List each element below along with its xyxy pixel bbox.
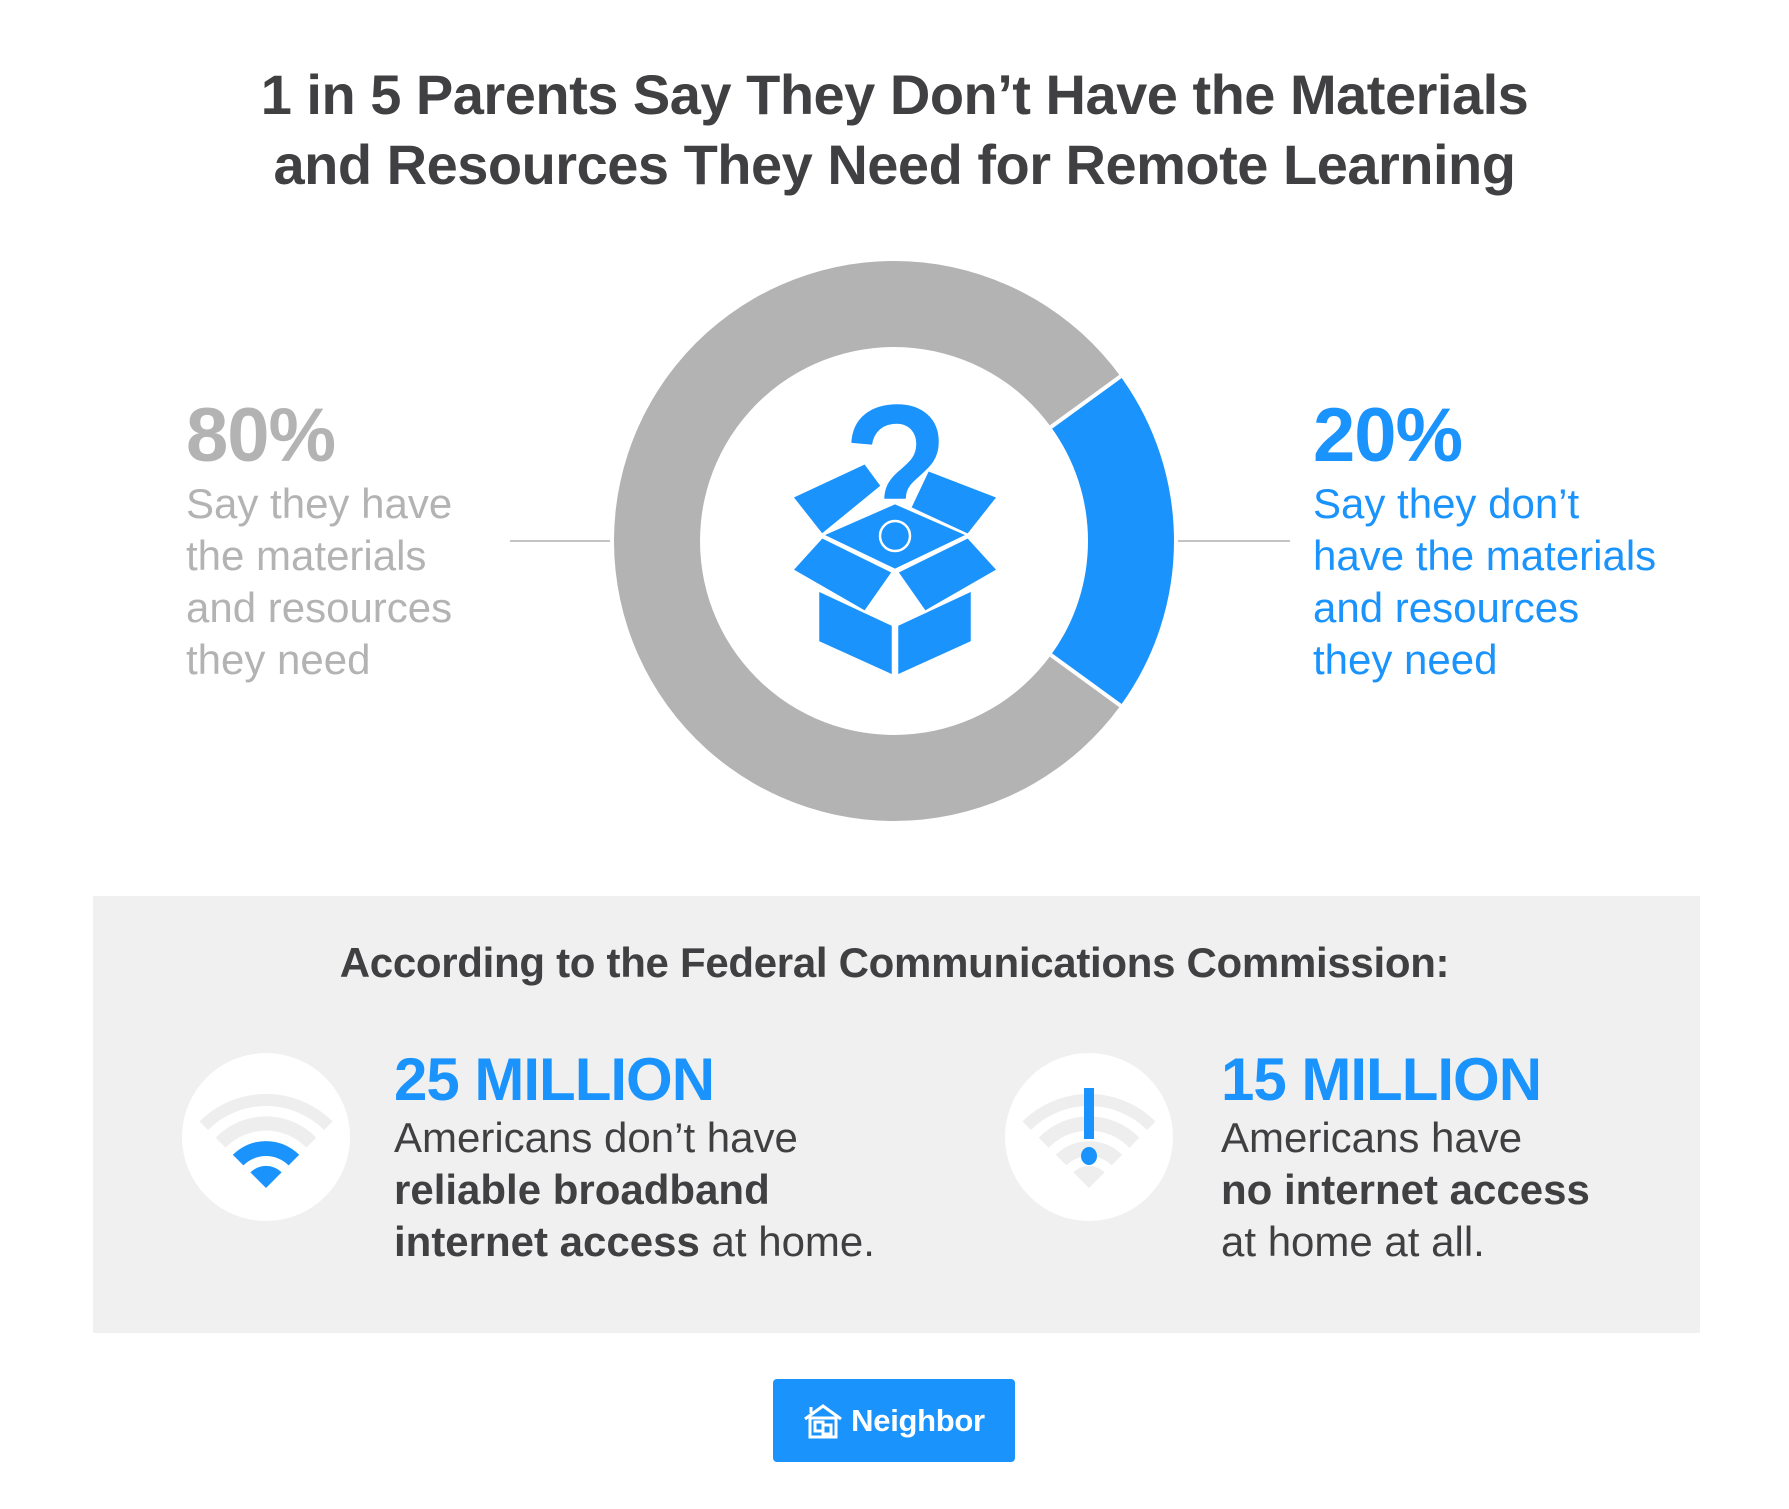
fcc-info-panel bbox=[93, 896, 1700, 1333]
stat-line: Americans have bbox=[1221, 1114, 1523, 1161]
alert-exclamation-bar bbox=[1084, 1088, 1094, 1139]
stat-line: and resources bbox=[1313, 584, 1580, 631]
stat-rest: at home. bbox=[699, 1218, 875, 1265]
donut-divider bbox=[1049, 653, 1122, 708]
stat-item-no-internet: 15 MILLION Americans have no internet ac… bbox=[1221, 1050, 1590, 1268]
open-box-question-icon bbox=[790, 401, 1000, 678]
donut-divider bbox=[1049, 374, 1122, 429]
stat-line-emphasis: reliable broadband bbox=[394, 1166, 770, 1213]
right-connector-line bbox=[1178, 540, 1290, 542]
stat-figure: 25 MILLION bbox=[394, 1046, 715, 1113]
stat-line: the materials bbox=[186, 532, 427, 579]
stat-line: they need bbox=[186, 636, 371, 683]
title-line-1: 1 in 5 Parents Say They Don’t Have the M… bbox=[260, 63, 1529, 126]
stat-have-materials: 80% Say they have the materials and reso… bbox=[186, 398, 516, 686]
stat-emphasis: internet access bbox=[394, 1218, 700, 1265]
stat-description: Say they have the materials and resource… bbox=[186, 478, 516, 686]
donut-segment-have bbox=[614, 261, 1121, 821]
stat-percent: 80% bbox=[186, 393, 336, 478]
donut-chart bbox=[614, 261, 1174, 821]
stat-line: they need bbox=[1313, 636, 1498, 683]
stat-line: and resources bbox=[186, 584, 453, 631]
title-line-2: and Resources They Need for Remote Learn… bbox=[273, 133, 1516, 196]
page-title: 1 in 5 Parents Say They Don’t Have the M… bbox=[0, 60, 1789, 200]
stat-line: Say they have bbox=[186, 480, 453, 527]
alert-exclamation-dot bbox=[1081, 1147, 1097, 1165]
stat-item-broadband: 25 MILLION Americans don’t have reliable… bbox=[394, 1050, 875, 1268]
stat-line: have the materials bbox=[1313, 532, 1657, 579]
left-connector-line bbox=[510, 540, 610, 542]
neighbor-logo[interactable]: Neighbor bbox=[773, 1379, 1015, 1462]
wifi-no-connection-alert-icon bbox=[1022, 1088, 1156, 1188]
fcc-heading: According to the Federal Communications … bbox=[339, 939, 1450, 986]
stat-description: Say they don’t have the materials and re… bbox=[1313, 478, 1733, 686]
wifi-weak-signal-icon bbox=[199, 1093, 333, 1188]
stat-figure: 15 MILLION bbox=[1221, 1046, 1542, 1113]
stat-line: Say they don’t bbox=[1313, 480, 1580, 527]
stat-line: internet access at home. bbox=[394, 1216, 875, 1268]
stat-dont-have-materials: 20% Say they don’t have the materials an… bbox=[1313, 398, 1733, 686]
no-internet-icon-circle bbox=[1005, 1053, 1173, 1221]
house-icon bbox=[804, 1403, 843, 1438]
stat-line: Americans don’t have bbox=[394, 1114, 798, 1161]
wifi-icon-circle bbox=[182, 1053, 350, 1221]
stat-line-emphasis: no internet access bbox=[1221, 1166, 1590, 1213]
stat-line: at home at all. bbox=[1221, 1218, 1485, 1265]
stat-percent: 20% bbox=[1313, 393, 1463, 478]
logo-text: Neighbor bbox=[851, 1402, 985, 1438]
donut-segment-dont-have bbox=[1050, 376, 1174, 706]
